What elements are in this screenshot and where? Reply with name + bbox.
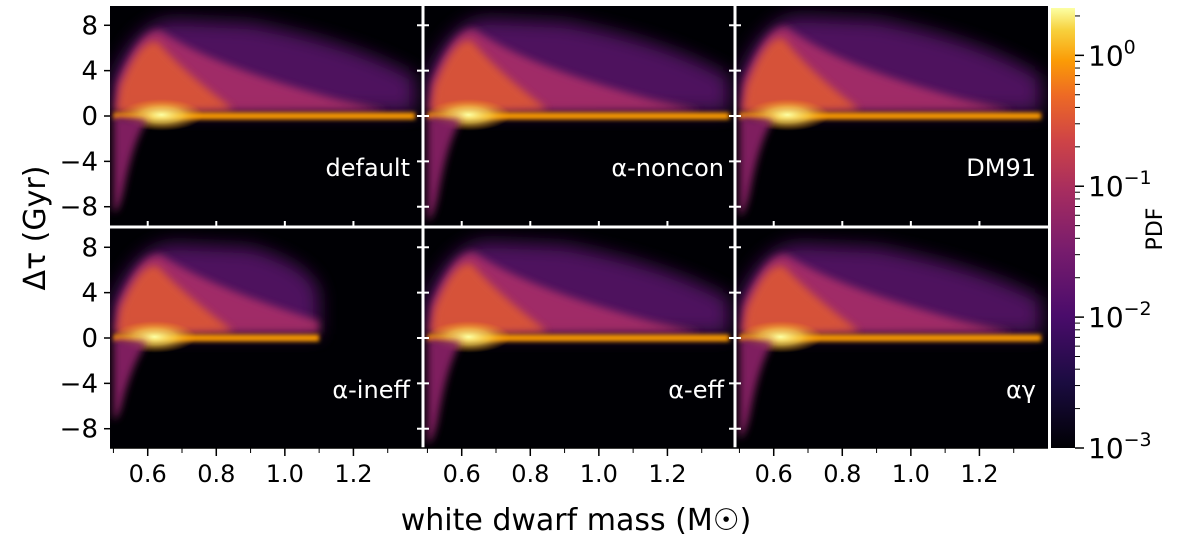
axes-layer: 8 4 0 −4 −8 8 4 0 −4 −8 0.6 0.8 1.0 1.2 0.6 0.8 1.0 1.2 0.… xyxy=(60,6,1048,488)
density-negative-tail xyxy=(113,116,148,213)
panel-label: α-ineff xyxy=(332,376,410,404)
x-tick-label: 1.0 xyxy=(892,460,930,488)
colorbar-ticks: 100 10−1 10−2 10−3 xyxy=(1075,15,1152,465)
density-peak-region xyxy=(430,263,548,335)
density-negative-tail xyxy=(739,116,774,216)
x-tick-label: 0.6 xyxy=(129,460,167,488)
x-tick-label: 0.8 xyxy=(511,460,549,488)
y-axis-label: Δτ (Gyr) xyxy=(18,166,53,291)
panel-label: DM91 xyxy=(966,154,1036,182)
density-peak-region xyxy=(116,41,234,113)
density-peak-region xyxy=(116,265,234,335)
density-zero-ridge xyxy=(113,334,320,342)
density-negative-tail xyxy=(427,116,462,221)
x-tick-label: 0.8 xyxy=(197,460,235,488)
y-tick-label: −4 xyxy=(60,147,98,177)
y-tick-label: 8 xyxy=(81,11,98,41)
panel-label: αγ xyxy=(1006,376,1036,404)
density-zero-ridge xyxy=(113,112,416,120)
colorbar-label: PDF xyxy=(1143,208,1168,251)
density-negative-tail xyxy=(739,338,774,438)
heatmap-panel-2: α-noncon xyxy=(424,6,736,226)
density-peak-region xyxy=(742,265,860,335)
heatmap-panel-5: α-eff xyxy=(424,228,736,448)
density-zero-ridge xyxy=(427,334,730,342)
heatmap-panel-3: DM91 xyxy=(736,6,1048,226)
y-tick-label: 4 xyxy=(81,279,98,309)
x-tick-label: 1.2 xyxy=(648,460,686,488)
heatmap-panel-1: default xyxy=(110,6,422,226)
heatmap-panel-6: αγ xyxy=(736,228,1048,448)
y-tick-label: 8 xyxy=(81,233,98,263)
density-zero-ridge xyxy=(739,334,1042,342)
panel-label: default xyxy=(326,154,410,182)
x-tick-label: 1.2 xyxy=(334,460,372,488)
density-peak-region xyxy=(430,40,548,113)
colorbar-tick-label: 10−2 xyxy=(1088,298,1152,334)
colorbar-tick-label: 10−3 xyxy=(1088,429,1152,465)
y-tick-label: 0 xyxy=(81,324,98,354)
y-tick-label: −8 xyxy=(60,193,98,223)
panels-layer: default α-noncon DM91 α-ineff α-eff αγ xyxy=(110,6,1048,448)
colorbar-tick-label: 10−1 xyxy=(1088,167,1152,203)
x-tick-label: 0.6 xyxy=(443,460,481,488)
density-zero-ridge xyxy=(739,112,1042,120)
y-tick-label: −8 xyxy=(60,415,98,445)
x-tick-label: 0.8 xyxy=(823,460,861,488)
panel-label: α-eff xyxy=(668,376,724,404)
colorbar-tick-label: 100 xyxy=(1088,36,1136,72)
x-tick-label: 1.2 xyxy=(960,460,998,488)
x-tick-label: 1.0 xyxy=(580,460,618,488)
x-axis-label: white dwarf mass (M☉) xyxy=(401,503,752,538)
density-zero-ridge xyxy=(427,112,730,120)
y-tick-label: −4 xyxy=(60,369,98,399)
x-tick-label: 1.0 xyxy=(266,460,304,488)
y-tick-label: 0 xyxy=(81,102,98,132)
y-axis-label-text: Δτ (Gyr) xyxy=(18,166,53,291)
colorbar-gradient xyxy=(1051,8,1075,448)
y-tick-label: 4 xyxy=(81,57,98,87)
density-negative-tail xyxy=(113,338,148,420)
colorbar: 100 10−1 10−2 10−3 PDF xyxy=(1051,8,1168,465)
panel-label: α-noncon xyxy=(611,154,724,182)
density-negative-tail xyxy=(427,338,462,444)
heatmap-panel-4: α-ineff xyxy=(110,228,422,448)
density-peak-region xyxy=(742,38,860,113)
x-tick-label: 0.6 xyxy=(755,460,793,488)
